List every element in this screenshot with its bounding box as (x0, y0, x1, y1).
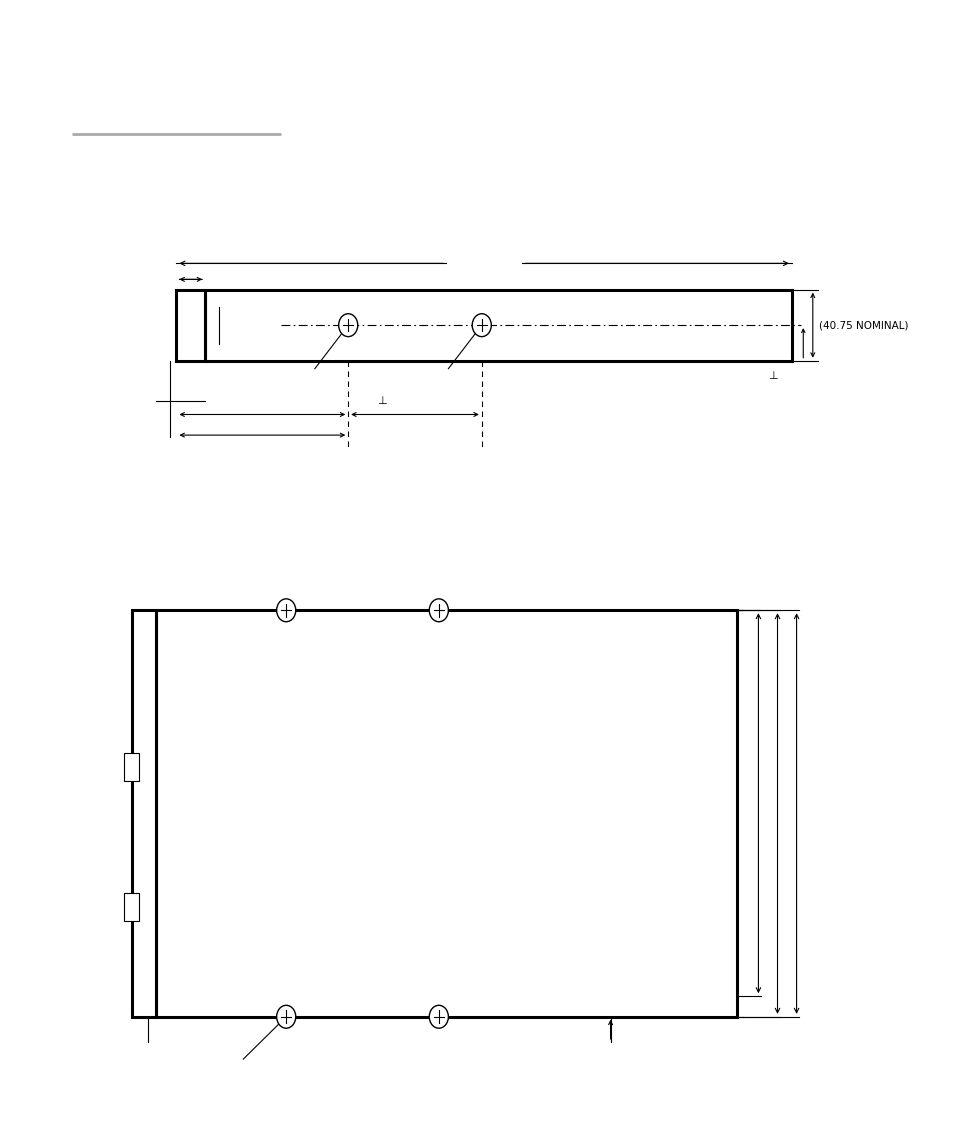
Text: (40.75 NOMINAL): (40.75 NOMINAL) (818, 321, 907, 330)
Bar (132, 610, 155, 1017)
Circle shape (276, 1005, 295, 1028)
Text: ⊥: ⊥ (767, 371, 777, 380)
Bar (124, 753, 139, 782)
Bar (176, 290, 205, 361)
Text: ⊥: ⊥ (376, 396, 386, 405)
Circle shape (338, 314, 357, 337)
Bar (205, 290, 791, 361)
Bar (124, 893, 139, 921)
Bar (155, 610, 737, 1017)
Circle shape (429, 1005, 448, 1028)
Circle shape (276, 599, 295, 622)
Circle shape (472, 314, 491, 337)
Circle shape (429, 599, 448, 622)
